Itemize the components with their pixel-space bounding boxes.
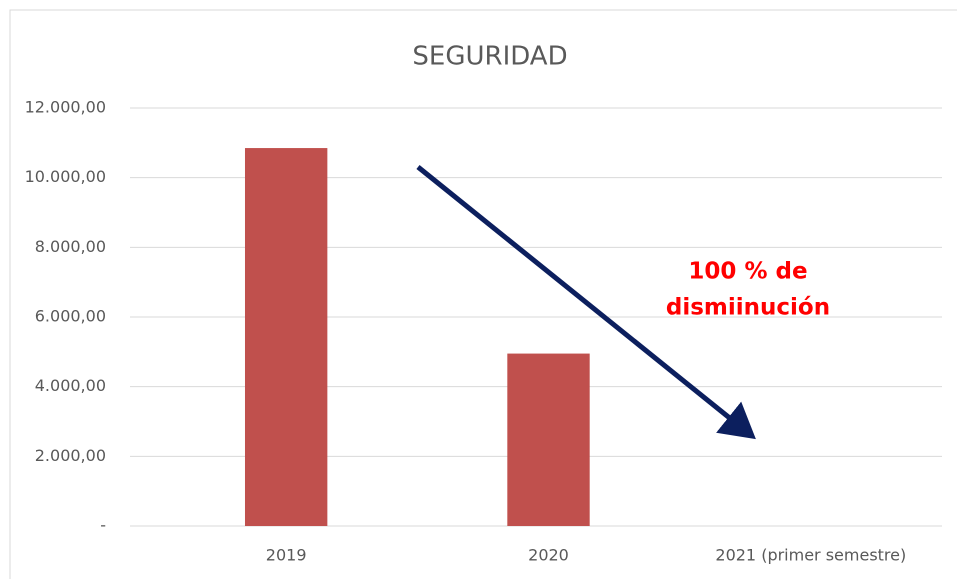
chart-frame (9, 9, 957, 579)
y-tick-label: - (100, 516, 106, 535)
chart-title: SEGURIDAD (412, 42, 567, 72)
x-tick-label: 2021 (primer semestre) (715, 546, 906, 565)
annotation: 100 % de (688, 259, 807, 285)
y-tick-label: 2.000,00 (35, 446, 106, 465)
bar (244, 148, 328, 526)
y-tick-label: 12.000,00 (25, 98, 106, 117)
bar (507, 353, 590, 526)
annotation: dismiinución (666, 295, 830, 321)
y-tick-label: 4.000,00 (35, 376, 106, 395)
trend-arrow (416, 165, 756, 440)
y-tick-label: 10.000,00 (25, 167, 106, 186)
y-tick-label: 8.000,00 (35, 237, 106, 256)
x-tick-label: 2019 (266, 546, 307, 565)
y-tick-label: 6.000,00 (35, 307, 106, 326)
x-tick-label: 2020 (528, 546, 569, 565)
